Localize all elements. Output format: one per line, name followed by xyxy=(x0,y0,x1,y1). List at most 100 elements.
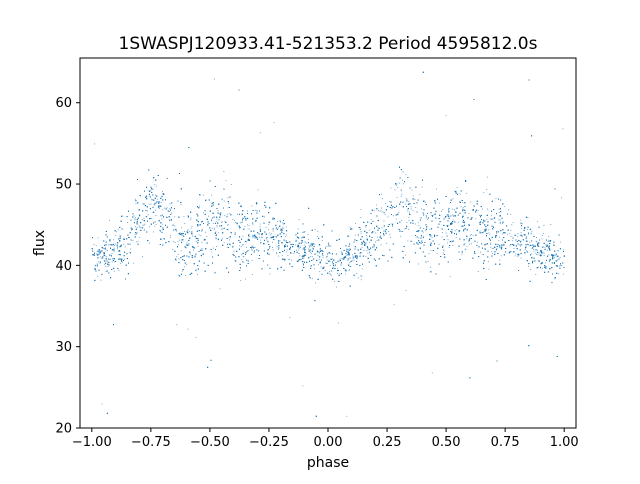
data-point xyxy=(528,233,529,235)
data-point xyxy=(511,240,513,242)
data-point xyxy=(359,229,361,230)
data-point xyxy=(355,222,356,224)
data-point xyxy=(282,222,284,224)
data-point xyxy=(330,245,332,247)
data-point xyxy=(408,213,410,215)
data-point xyxy=(134,219,136,221)
data-point xyxy=(217,210,219,211)
data-point xyxy=(144,223,146,225)
data-point xyxy=(213,227,215,229)
data-point xyxy=(555,264,557,266)
data-point xyxy=(103,260,105,262)
data-point xyxy=(315,282,316,284)
data-point xyxy=(543,255,545,257)
data-point xyxy=(132,262,134,264)
data-point xyxy=(328,260,330,262)
data-point xyxy=(418,225,420,226)
data-point xyxy=(136,222,138,224)
data-point xyxy=(544,246,546,248)
data-point xyxy=(361,268,363,270)
data-point xyxy=(124,246,126,248)
data-point xyxy=(111,253,113,254)
data-point xyxy=(312,247,314,249)
data-point xyxy=(155,194,156,196)
data-point xyxy=(524,228,526,230)
data-point xyxy=(149,242,150,244)
data-point xyxy=(248,225,250,226)
data-point xyxy=(253,247,254,249)
data-point xyxy=(106,236,108,238)
data-point xyxy=(461,253,463,255)
data-point xyxy=(215,234,217,235)
data-point xyxy=(388,231,390,232)
data-point xyxy=(380,244,382,246)
data-point xyxy=(134,198,136,200)
data-point xyxy=(455,236,457,238)
data-point xyxy=(487,176,489,178)
data-point xyxy=(348,252,350,254)
data-point xyxy=(408,216,410,218)
data-point xyxy=(278,227,279,229)
data-point xyxy=(373,244,375,245)
data-point xyxy=(536,237,537,238)
data-point xyxy=(265,237,267,239)
data-point xyxy=(349,262,351,264)
data-point xyxy=(108,244,109,246)
data-point xyxy=(433,214,435,216)
data-point xyxy=(464,242,466,244)
data-point xyxy=(428,253,430,254)
data-point xyxy=(468,241,470,243)
data-point xyxy=(154,184,156,186)
data-point xyxy=(533,250,535,252)
data-point xyxy=(347,260,349,261)
data-point xyxy=(555,260,557,262)
data-point xyxy=(448,225,450,227)
data-point xyxy=(130,243,131,245)
data-point xyxy=(445,232,447,234)
data-point xyxy=(447,239,449,241)
data-point xyxy=(311,256,313,258)
data-point xyxy=(531,240,533,242)
data-point xyxy=(227,229,229,231)
data-point xyxy=(487,208,488,210)
data-point xyxy=(548,254,550,256)
data-point xyxy=(189,253,191,255)
data-point xyxy=(219,288,221,290)
data-point xyxy=(318,252,320,254)
data-point xyxy=(535,274,537,275)
data-point xyxy=(491,214,492,216)
data-point xyxy=(546,249,548,251)
data-point xyxy=(541,246,543,248)
data-point xyxy=(481,243,483,245)
data-point xyxy=(454,230,456,232)
data-point xyxy=(184,274,186,276)
data-point xyxy=(272,230,274,232)
data-point xyxy=(121,261,123,263)
data-point xyxy=(309,246,310,248)
data-point xyxy=(529,241,531,243)
data-point xyxy=(482,231,484,233)
data-point xyxy=(535,254,537,255)
data-point xyxy=(517,236,519,238)
data-point xyxy=(349,250,351,251)
data-point xyxy=(119,250,121,252)
data-point xyxy=(537,266,539,268)
data-point xyxy=(438,243,440,245)
data-point xyxy=(281,254,283,256)
data-point xyxy=(206,218,208,220)
data-point xyxy=(423,228,425,229)
data-point xyxy=(268,247,270,249)
data-point xyxy=(310,256,312,257)
data-point xyxy=(452,198,454,200)
data-point xyxy=(466,238,468,240)
data-point xyxy=(317,264,319,266)
data-point xyxy=(241,254,243,256)
data-point xyxy=(549,259,551,261)
data-point xyxy=(177,241,179,243)
data-point xyxy=(498,208,500,210)
data-point xyxy=(161,191,163,192)
data-point xyxy=(334,281,335,282)
data-point xyxy=(414,199,416,201)
data-point xyxy=(329,271,331,272)
data-point xyxy=(223,171,225,172)
